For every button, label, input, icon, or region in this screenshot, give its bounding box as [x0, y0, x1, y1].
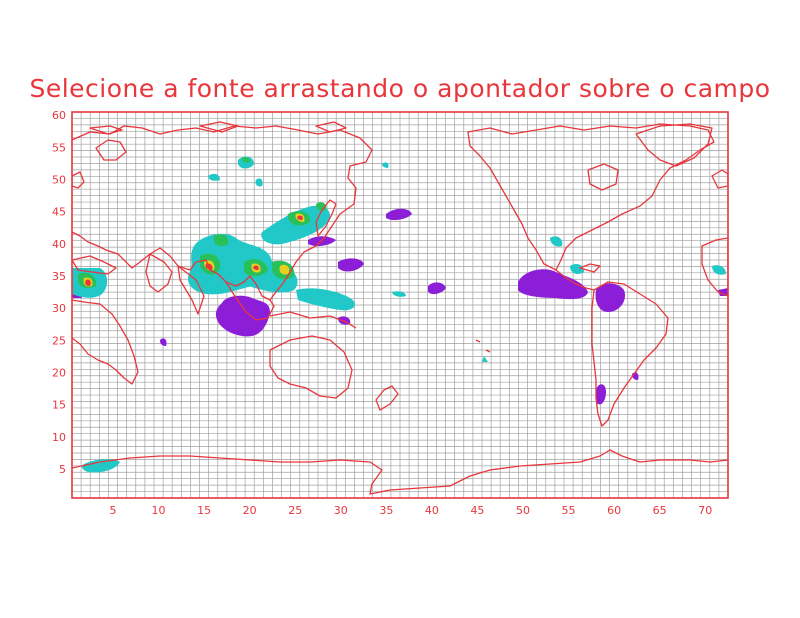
contour-purple-region	[518, 269, 588, 300]
coastlines	[72, 121, 728, 495]
contour-low-region	[255, 178, 263, 187]
x-tick-label: 65	[653, 504, 667, 517]
y-tick-label: 30	[52, 302, 66, 315]
x-tick-label: 20	[243, 504, 257, 517]
y-tick-label: 40	[52, 238, 66, 251]
contour-low-region	[712, 265, 726, 275]
x-tick-label: 70	[698, 504, 712, 517]
coastline-australia	[269, 335, 353, 399]
contour-purple-region	[428, 282, 446, 295]
x-tick-label: 50	[516, 504, 530, 517]
contour-peak-region	[297, 215, 303, 220]
x-tick-label: 55	[562, 504, 576, 517]
y-tick-label: 50	[52, 174, 66, 187]
x-axis-ticks: 5 10 15 20 25 30 35 40 45 50 55 60 65 70	[110, 504, 713, 517]
coastline-new-zealand	[375, 385, 399, 411]
contour-mid-region	[242, 157, 250, 163]
contour-purple-region	[160, 338, 167, 346]
y-tick-label: 15	[52, 399, 66, 412]
contour-high-region	[279, 264, 290, 275]
y-tick-label: 5	[59, 463, 66, 476]
contour-mid-region	[214, 234, 229, 247]
coastline-japan	[315, 199, 337, 237]
map-title: Selecione a fonte arrastando o apontador…	[29, 74, 771, 103]
coastline-scandinavia	[95, 139, 127, 161]
contour-low-region	[261, 205, 331, 245]
contour-low-region	[570, 264, 584, 274]
coastline-antarctica	[72, 449, 728, 495]
coastline-arctic-islands	[89, 121, 347, 135]
coastline-se-asia	[225, 281, 275, 321]
x-tick-label: 30	[334, 504, 348, 517]
contour-purple-region	[308, 236, 336, 247]
x-tick-label: 15	[197, 504, 211, 517]
plot-frame	[71, 111, 729, 499]
x-tick-label: 60	[607, 504, 621, 517]
y-tick-label: 60	[52, 109, 66, 122]
x-tick-label: 5	[110, 504, 117, 517]
y-axis-ticks: 5 10 15 20 25 30 35 40 45 50 55 60	[52, 109, 66, 476]
coastline-arabia-india	[145, 253, 205, 315]
coastline-hawaii	[475, 339, 491, 353]
contour-purple-region	[718, 288, 728, 296]
coastline-africa	[72, 299, 139, 385]
grid-lines	[72, 112, 728, 498]
contour-purple-region	[338, 258, 364, 272]
coastline-hudson-bay	[587, 163, 619, 191]
contour-low-region	[81, 459, 120, 473]
y-tick-label: 45	[52, 206, 66, 219]
contour-purple-region	[596, 384, 606, 405]
y-tick-label: 55	[52, 141, 66, 154]
y-tick-label: 35	[52, 270, 66, 283]
contour-low-region	[482, 356, 488, 362]
x-tick-label: 25	[288, 504, 302, 517]
contour-low-region	[550, 236, 563, 247]
y-tick-label: 10	[52, 431, 66, 444]
coastline-south-america	[591, 281, 669, 427]
contour-low-region	[296, 288, 355, 311]
y-tick-label: 20	[52, 367, 66, 380]
coastline-north-america	[467, 123, 715, 271]
coastline-indonesia	[269, 311, 357, 329]
contour-purple-region	[386, 208, 412, 221]
coastline-west-africa-right	[701, 237, 728, 297]
contour-low-region	[208, 173, 220, 181]
coastline-caribbean	[579, 263, 601, 273]
contour-peak-region	[85, 279, 91, 286]
coastline-uk	[72, 169, 728, 189]
contour-low-region	[382, 162, 389, 168]
coastline-central-america	[555, 269, 595, 291]
contour-peak-region	[253, 265, 259, 270]
x-tick-label: 10	[152, 504, 166, 517]
contour-low-region	[392, 291, 406, 297]
field-contours	[72, 156, 728, 473]
y-tick-label: 25	[52, 334, 66, 347]
x-tick-label: 40	[425, 504, 439, 517]
x-tick-label: 35	[379, 504, 393, 517]
contour-purple-region	[215, 295, 270, 337]
x-tick-label: 45	[470, 504, 484, 517]
coastline-mediterranean	[72, 255, 117, 275]
coastline-greenland	[635, 123, 713, 167]
contour-purple-region	[595, 283, 626, 312]
